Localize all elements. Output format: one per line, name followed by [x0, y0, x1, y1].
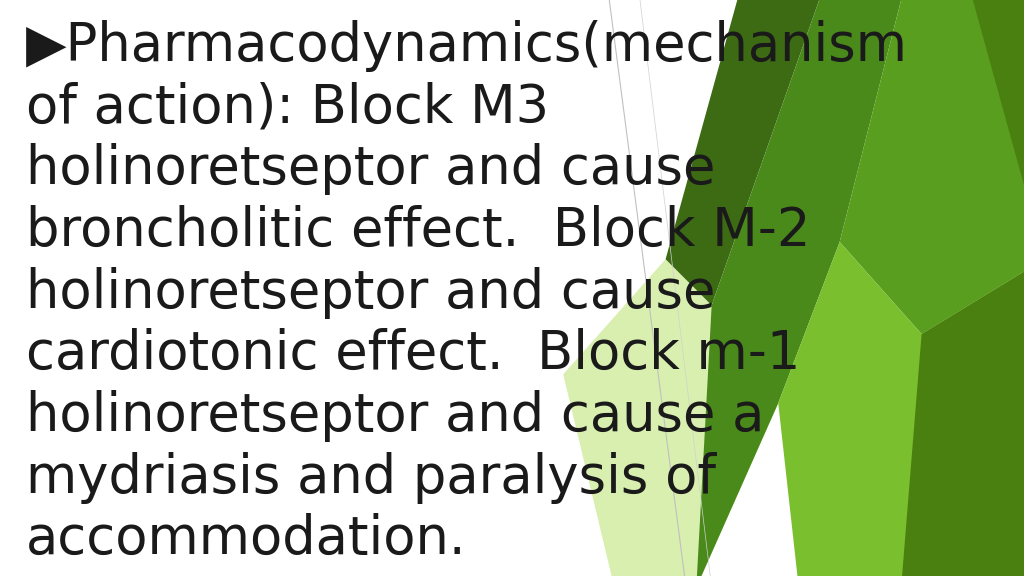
Text: of action): Block M3: of action): Block M3 [26, 82, 549, 134]
Text: broncholitic effect.  Block M-2: broncholitic effect. Block M-2 [26, 205, 810, 257]
Text: holinoretseptor and cause a: holinoretseptor and cause a [26, 390, 764, 442]
Polygon shape [696, 0, 901, 576]
Text: mydriasis and paralysis of: mydriasis and paralysis of [26, 452, 716, 503]
Polygon shape [840, 0, 1024, 334]
Text: ▶Pharmacodynamics(mechanism: ▶Pharmacodynamics(mechanism [26, 20, 907, 72]
Text: accommodation.: accommodation. [26, 513, 466, 565]
Text: holinoretseptor and cause: holinoretseptor and cause [26, 267, 715, 319]
Polygon shape [901, 0, 1024, 576]
Text: holinoretseptor and cause: holinoretseptor and cause [26, 143, 715, 195]
Text: cardiotonic effect.  Block m-1: cardiotonic effect. Block m-1 [26, 328, 800, 380]
Polygon shape [666, 0, 819, 305]
Polygon shape [778, 242, 1024, 576]
Polygon shape [563, 259, 778, 576]
